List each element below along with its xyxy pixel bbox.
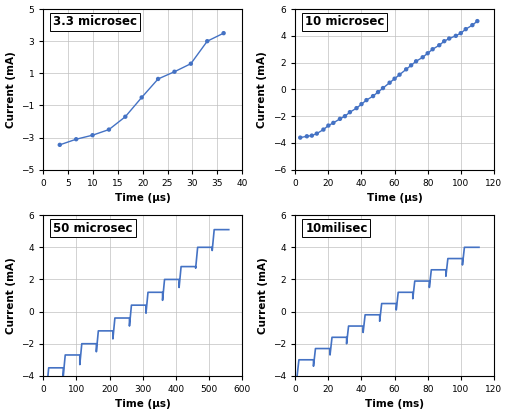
- Point: [203, 38, 211, 44]
- Text: 10 microsec: 10 microsec: [305, 15, 385, 29]
- Point: [445, 35, 453, 42]
- Point: [452, 32, 460, 39]
- Point: [72, 136, 80, 142]
- Point: [329, 120, 337, 126]
- Point: [219, 30, 228, 37]
- Text: 10milisec: 10milisec: [305, 222, 368, 234]
- Point: [396, 71, 404, 78]
- Point: [424, 50, 432, 56]
- Point: [336, 115, 344, 122]
- Point: [379, 85, 387, 91]
- Point: [419, 54, 427, 61]
- Point: [402, 66, 410, 73]
- Point: [320, 126, 328, 133]
- Point: [353, 105, 361, 112]
- Point: [369, 93, 377, 100]
- Y-axis label: Current (mA): Current (mA): [6, 257, 16, 334]
- Point: [440, 38, 448, 44]
- Point: [457, 30, 465, 37]
- Point: [391, 76, 399, 82]
- Text: 50 microsec: 50 microsec: [53, 222, 133, 234]
- Point: [313, 130, 321, 137]
- Point: [362, 97, 370, 103]
- Y-axis label: Current (mA): Current (mA): [258, 257, 268, 334]
- Point: [324, 122, 332, 129]
- X-axis label: Time (μs): Time (μs): [115, 400, 171, 410]
- Point: [473, 18, 482, 24]
- X-axis label: Time (μs): Time (μs): [367, 193, 423, 203]
- Point: [138, 94, 146, 101]
- Point: [308, 132, 316, 139]
- Point: [88, 132, 97, 139]
- Point: [121, 113, 130, 120]
- Point: [435, 42, 443, 49]
- Point: [407, 62, 415, 68]
- Point: [56, 142, 64, 148]
- X-axis label: Time (ms): Time (ms): [365, 400, 424, 410]
- X-axis label: Time (μs): Time (μs): [115, 193, 171, 203]
- Text: 3.3 microsec: 3.3 microsec: [53, 15, 137, 29]
- Point: [346, 109, 354, 115]
- Point: [303, 133, 311, 139]
- Point: [105, 126, 113, 133]
- Point: [358, 101, 366, 107]
- Point: [187, 60, 195, 67]
- Point: [429, 46, 437, 53]
- Point: [412, 58, 420, 65]
- Y-axis label: Current (mA): Current (mA): [258, 51, 267, 128]
- Point: [468, 22, 477, 29]
- Y-axis label: Current (mA): Current (mA): [6, 51, 16, 128]
- Point: [462, 26, 470, 32]
- Point: [170, 68, 178, 75]
- Point: [154, 76, 162, 82]
- Point: [386, 79, 394, 86]
- Point: [296, 134, 304, 141]
- Point: [374, 89, 382, 95]
- Point: [341, 113, 349, 120]
